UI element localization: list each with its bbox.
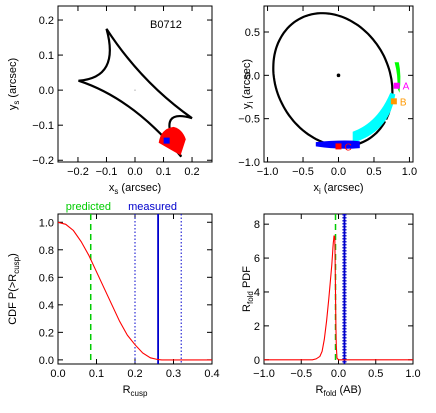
panel-caustic: −0.2 −0.1 0.0 0.1 0.2−0.2−0.10.00.10.2xs (ar…: [7, 5, 213, 196]
x-tick-label: 0.1: [89, 368, 104, 380]
y-tick-label: 0.6: [39, 272, 54, 284]
cdf-series-line: [57, 221, 212, 361]
x-tick-label: 0.0: [127, 166, 142, 178]
x-tick-label: 1.0: [402, 166, 417, 178]
legend-measured: measured: [128, 201, 177, 213]
axes-frame: [263, 213, 414, 365]
y-tick-label: −0.1: [32, 120, 54, 132]
x-axis-label: Rcusp: [123, 384, 148, 398]
image-label-b: B: [400, 97, 407, 108]
x-tick-label: 0.1: [156, 166, 171, 178]
y-tick-label: 0.2: [39, 15, 54, 27]
y-axis-label-rest: (arcsec): [241, 59, 253, 102]
y-axis-label: yi (arcsec): [241, 59, 255, 109]
x-tick-label: 0.5: [368, 368, 383, 380]
y-tick-label: 0.1: [39, 50, 54, 62]
x-tick-label: 0.0: [331, 166, 346, 178]
y-axis-label: ys (arcsec): [7, 58, 21, 110]
y-axis-label-rest: (arcsec): [7, 58, 19, 101]
y-tick-label: 0.8: [39, 245, 54, 257]
x-tick-label: 0.3: [166, 368, 181, 380]
x-axis-label-main: x: [313, 182, 319, 194]
y-axis-label-sub: i: [246, 102, 255, 104]
x-axis-label-sub: cusp: [131, 389, 148, 398]
x-axis-label: xs (arcsec): [109, 182, 161, 196]
x-axis-label-sub: i: [319, 187, 321, 196]
y-tick-label: −1.0: [238, 157, 260, 169]
caustic-curve: [78, 28, 193, 158]
galaxy-center: [336, 73, 341, 78]
y-tick-label: 0: [254, 355, 260, 367]
y-axis-label: Rfold PDF: [241, 266, 255, 312]
y-tick-label: 4: [254, 287, 260, 299]
image-label-a: A: [403, 82, 410, 93]
axes-frame: [57, 5, 213, 163]
x-tick-label: −0.2: [67, 166, 89, 178]
x-axis-label-main: x: [109, 182, 115, 194]
y-tick-label: 0.4: [39, 300, 54, 312]
x-tick-label: 1.0: [405, 368, 420, 380]
source-point: [163, 137, 170, 144]
y-tick-label: 0.0: [245, 70, 260, 82]
pdf-series-line: [264, 235, 413, 361]
x-axis-label-rest: (AB): [336, 384, 361, 396]
y-axis-label-main: y: [241, 103, 253, 109]
x-axis-label-rest: (arcsec): [118, 182, 161, 194]
panel-cdf: 0.0 0.1 0.2 0.3 0.40.00.20.40.60.81.0RcuspCD…: [7, 201, 220, 398]
x-axis-label-main: R: [316, 384, 324, 396]
x-tick-label: −1.0: [257, 166, 279, 178]
x-tick-label: 0.4: [204, 368, 219, 380]
y-axis-label-sub: s: [12, 101, 21, 105]
image-point-c: [335, 143, 342, 150]
x-axis-label-main: R: [123, 384, 131, 396]
x-tick-label: 0.5: [366, 166, 381, 178]
y-tick-label: 0.5: [245, 27, 260, 39]
image-point-b: [390, 98, 397, 105]
y-tick-label: −0.5: [238, 114, 260, 126]
y-tick-label: 6: [254, 253, 260, 265]
image-label-c: C: [345, 142, 352, 153]
y-tick-label: 0.2: [39, 327, 54, 339]
x-tick-label: 0.0: [50, 368, 65, 380]
y-tick-label: 2: [254, 321, 260, 333]
image-point-a: [393, 82, 400, 89]
x-axis-label: Rfold (AB): [316, 384, 362, 398]
y-axis-label-sub: cusp: [12, 256, 21, 273]
x-tick-label: 0.2: [184, 166, 199, 178]
center-point: [134, 89, 136, 91]
y-tick-label: 0.0: [39, 85, 54, 97]
source-region: [158, 126, 186, 156]
x-tick-label: −0.5: [292, 166, 314, 178]
image-region-b: [352, 92, 396, 143]
panel-critical-curve: −1.0 −0.5 0.0 0.5 1.0−1.0−0.50.00.5xi (arcse…: [238, 5, 417, 196]
y-axis-label-rest: ): [7, 253, 19, 257]
y-tick-label: 0.0: [39, 355, 54, 367]
panel-annotation: B0712: [150, 19, 182, 31]
y-axis-label-sub: fold: [246, 291, 255, 304]
x-tick-label: −0.5: [290, 368, 312, 380]
x-tick-label: 0.2: [127, 368, 142, 380]
legend-predicted: predicted: [66, 201, 111, 213]
y-axis-label-main: CDF P(>R: [7, 274, 19, 325]
y-axis-label-rest: PDF: [241, 266, 253, 291]
x-axis-label: xi (arcsec): [313, 182, 363, 196]
x-tick-label: 0.0: [331, 368, 346, 380]
x-axis-label-sub: s: [114, 187, 118, 196]
y-axis-label: CDF P(>Rcusp): [7, 253, 21, 325]
x-tick-label: −0.1: [96, 166, 118, 178]
x-tick-label: −1.0: [253, 368, 275, 380]
x-axis-label-sub: fold: [323, 389, 336, 398]
y-tick-label: 8: [254, 219, 260, 231]
y-tick-label: −0.2: [32, 155, 54, 167]
y-axis-label-main: R: [241, 304, 253, 312]
y-tick-label: 1.0: [39, 217, 54, 229]
x-axis-label-rest: (arcsec): [321, 182, 364, 194]
y-axis-label-main: y: [7, 104, 19, 110]
